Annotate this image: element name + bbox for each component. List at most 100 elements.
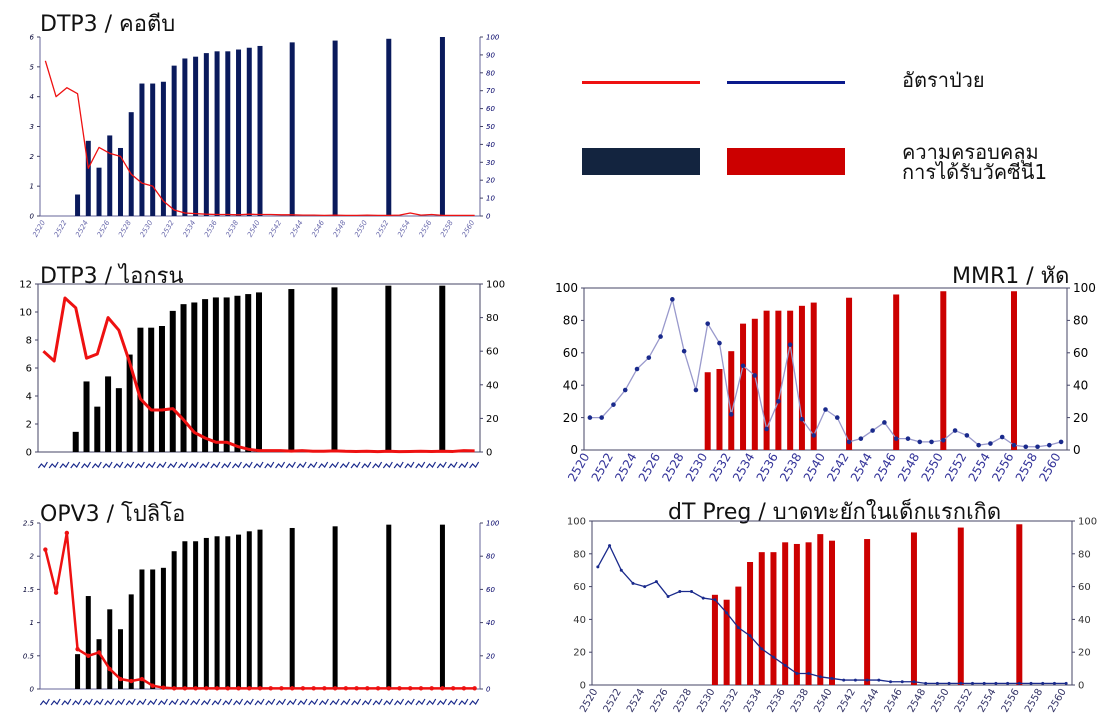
line-point (596, 565, 600, 569)
line-point (740, 363, 746, 369)
x-tick-label: 2556 (1000, 687, 1022, 714)
line-point (43, 547, 48, 552)
bar (439, 285, 446, 452)
right-tick-label: 0 (486, 212, 491, 220)
bar (75, 654, 81, 689)
bar (214, 51, 220, 216)
bar (96, 167, 102, 216)
x-tick-glyph (211, 698, 222, 706)
left-tick-label: 80 (563, 314, 578, 328)
x-tick-glyph (48, 461, 59, 469)
x-tick-label: 2542 (836, 687, 858, 714)
left-tick-label: 40 (563, 378, 578, 392)
bar (139, 83, 145, 216)
line-point (1052, 681, 1056, 685)
x-tick-glyph (447, 698, 458, 706)
bar (805, 542, 812, 685)
bar (787, 310, 794, 450)
bar (846, 297, 853, 450)
x-tick-glyph (136, 698, 147, 706)
bar (115, 388, 122, 452)
x-tick-glyph (307, 461, 318, 469)
bar (817, 534, 824, 685)
line-point (678, 590, 682, 594)
bar (158, 326, 165, 452)
left-tick-label: 2 (30, 553, 35, 561)
x-tick-glyph (93, 698, 104, 706)
bar (160, 81, 166, 216)
bar (171, 65, 177, 216)
x-tick-glyph (104, 698, 115, 706)
x-tick-label: 2558 (1023, 687, 1045, 714)
bar (770, 552, 777, 685)
bar (234, 295, 241, 452)
line-point (86, 653, 91, 658)
line-point (611, 402, 616, 407)
bar (182, 58, 188, 217)
x-tick-label: 2552 (953, 687, 975, 714)
right-tick-label: 20 (1073, 411, 1088, 425)
line-point (728, 412, 734, 417)
x-tick-glyph (222, 698, 233, 706)
bar (126, 354, 133, 452)
bar (957, 527, 964, 685)
line-point (924, 681, 928, 685)
x-tick-glyph (415, 698, 426, 706)
left-tick-label: 2.5 (23, 519, 35, 527)
left-tick-label: 5 (30, 63, 35, 71)
x-tick-label: 2536 (766, 687, 788, 714)
bar (128, 112, 134, 216)
bar (332, 40, 338, 216)
x-tick-label: 2554 (976, 687, 998, 714)
right-tick-label: 20 (486, 414, 499, 425)
line-point (1047, 442, 1052, 448)
line-point (289, 686, 295, 691)
bar (331, 287, 338, 452)
right-tick-label: 40 (486, 141, 495, 149)
right-tick-label: 70 (486, 87, 495, 95)
left-tick-label: 8 (26, 336, 32, 347)
bar (864, 539, 871, 685)
plot-frame (583, 287, 1068, 451)
bar (289, 527, 295, 689)
line-point (332, 686, 338, 691)
bar (246, 531, 252, 689)
line-point (619, 568, 623, 572)
right-tick-label: 80 (1078, 549, 1091, 560)
x-tick-glyph (339, 461, 350, 469)
right-tick-label: 40 (1078, 615, 1091, 626)
x-tick-label: 2530 (695, 687, 717, 714)
line-point (823, 407, 828, 412)
line-point (1006, 681, 1010, 685)
bar (171, 551, 177, 689)
bar (793, 543, 800, 685)
line-point (818, 675, 822, 679)
line-point (343, 686, 349, 691)
bar (704, 372, 711, 450)
line-point (96, 650, 102, 655)
line-point (670, 297, 675, 302)
x-tick-glyph (469, 461, 480, 469)
line-point (725, 611, 729, 615)
line-point (1029, 681, 1033, 685)
left-tick-label: 6 (30, 33, 35, 41)
line-point (764, 426, 769, 432)
line-point (622, 387, 628, 393)
x-tick-glyph (286, 698, 297, 706)
line-point (64, 530, 70, 536)
line-point (1023, 444, 1029, 450)
line-point (118, 676, 123, 682)
x-tick-glyph (242, 461, 253, 469)
left-tick-label: 80 (573, 549, 586, 560)
line-point (941, 437, 946, 443)
line-point (461, 686, 467, 691)
x-tick-glyph (210, 461, 221, 469)
right-tick-label: 80 (486, 313, 499, 324)
line-point (787, 342, 793, 348)
x-tick-glyph (447, 461, 458, 469)
x-tick-glyph (275, 461, 286, 469)
line-point (214, 686, 220, 691)
